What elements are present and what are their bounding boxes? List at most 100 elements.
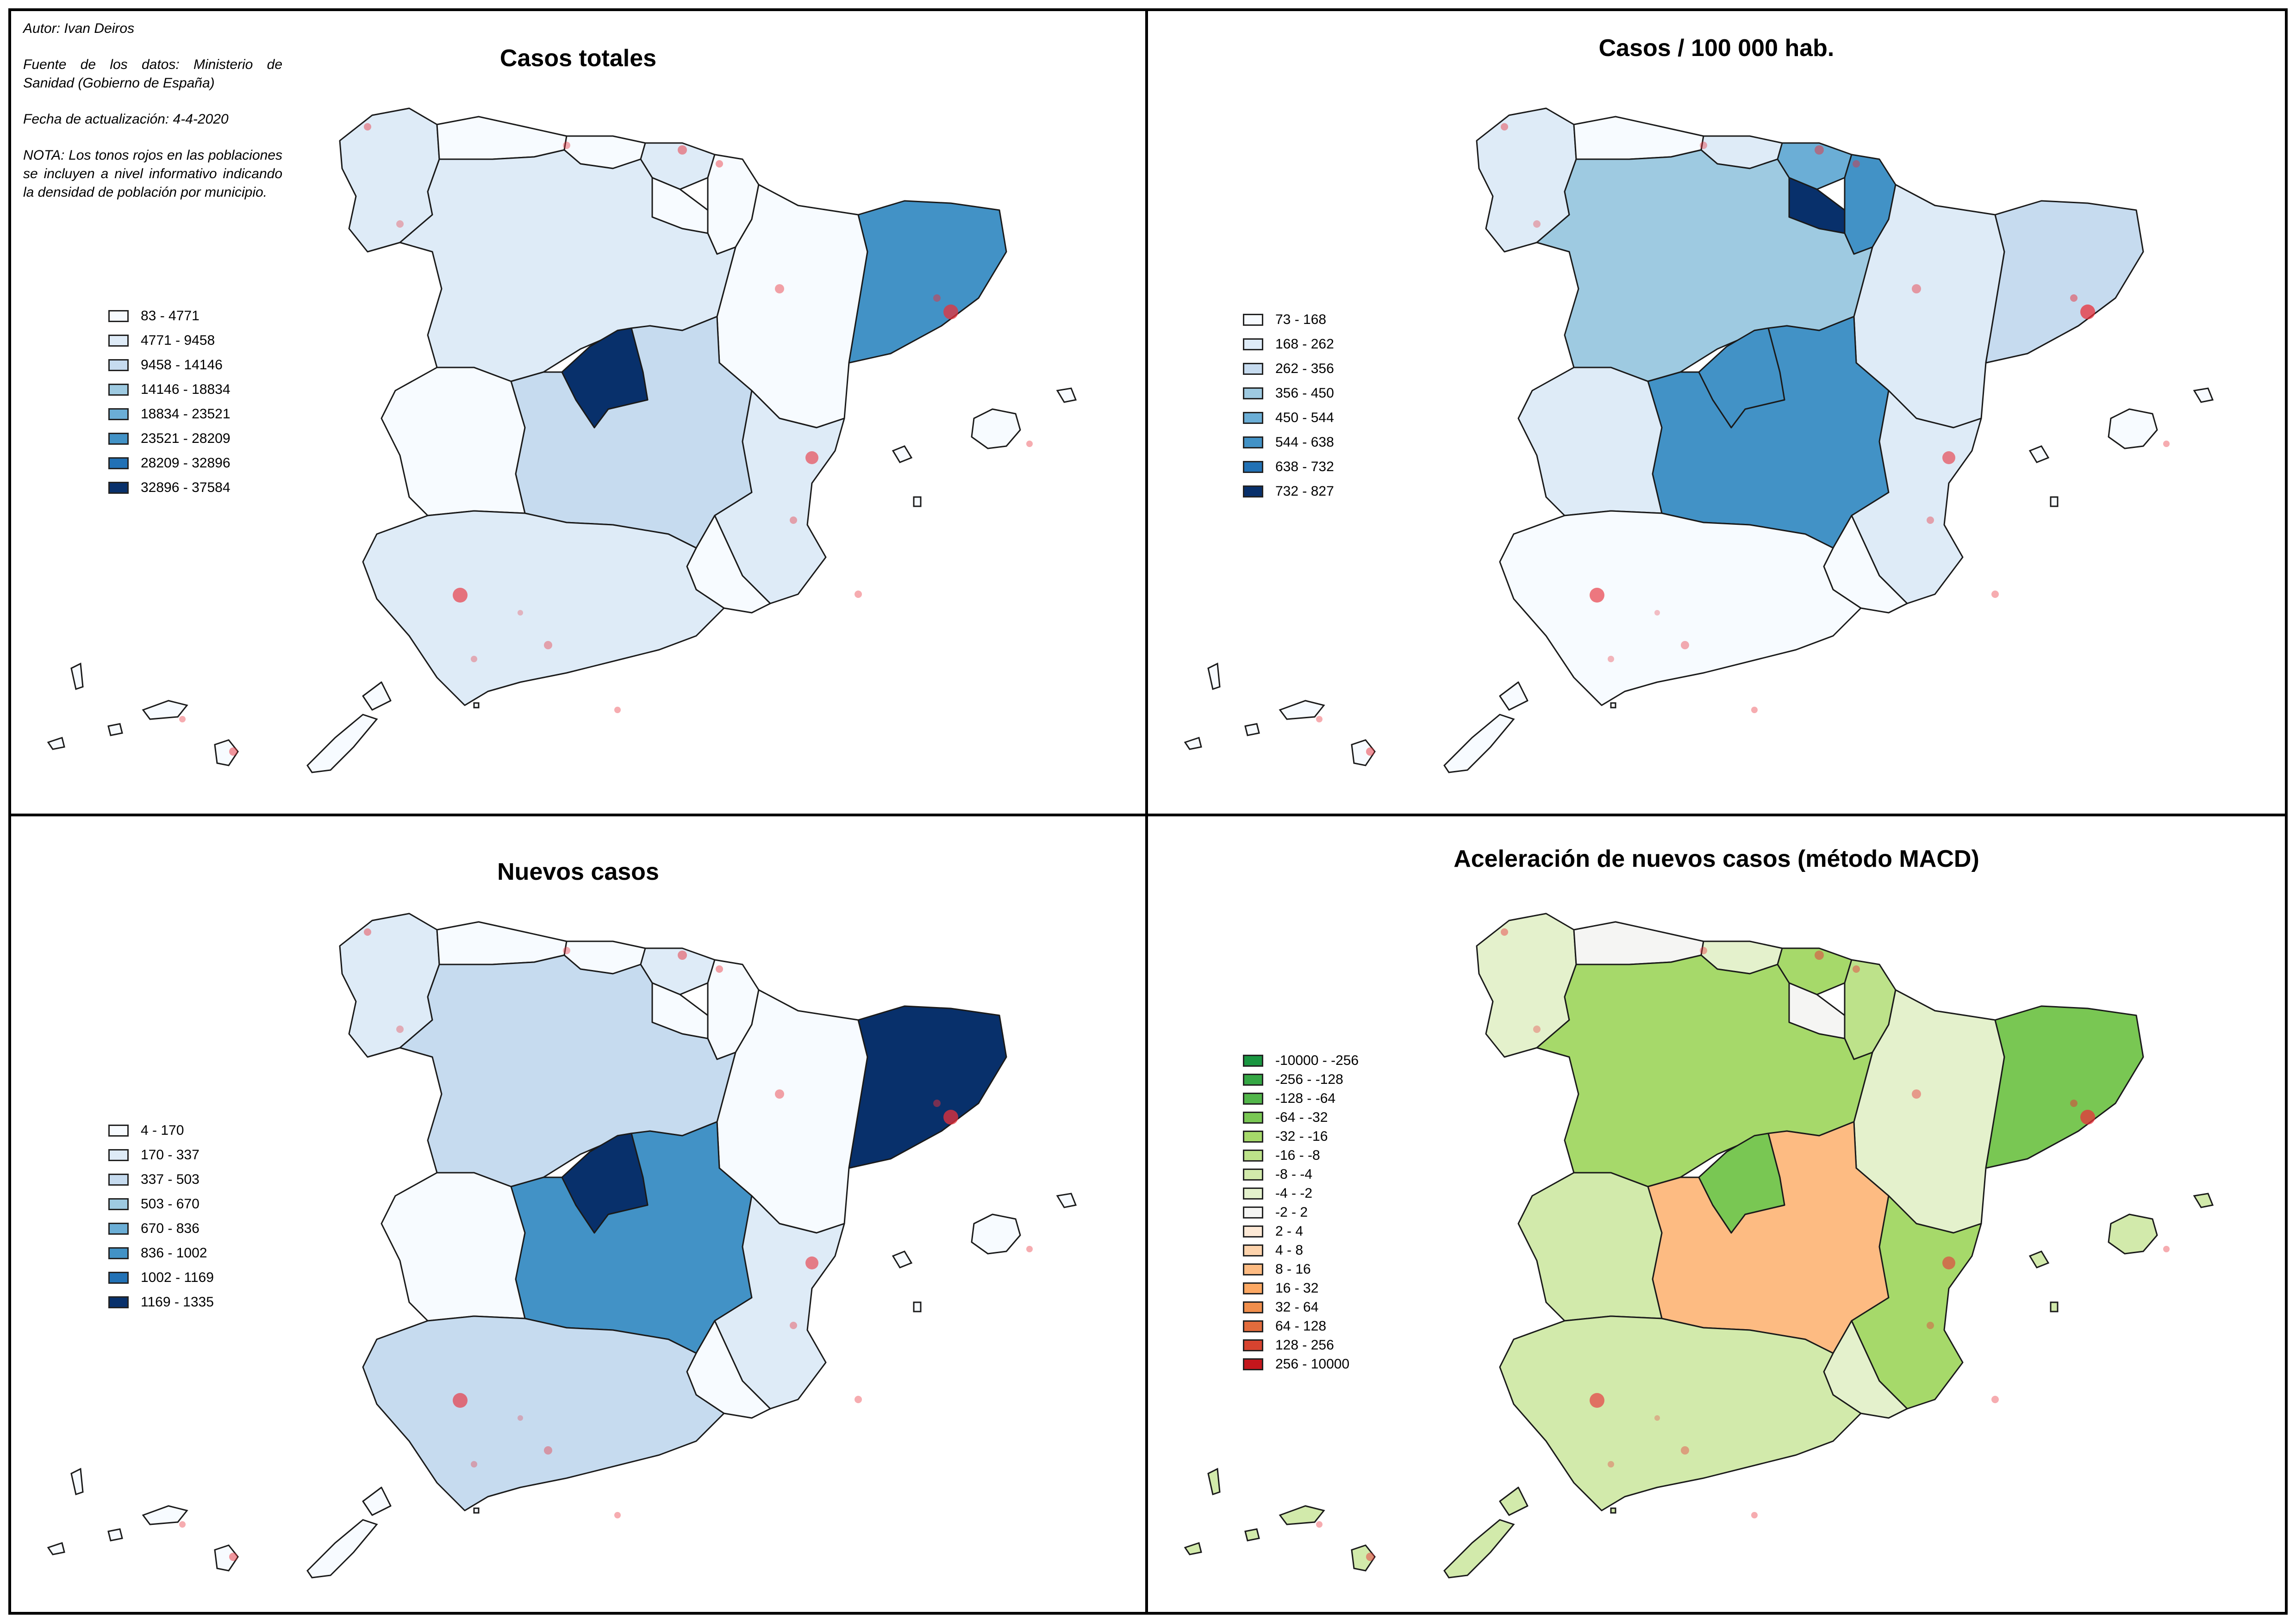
legend-label: 8 - 16 — [1275, 1262, 1311, 1277]
legend-label: 170 - 337 — [141, 1147, 200, 1163]
island-outline — [142, 700, 188, 720]
island-outline — [2028, 1250, 2050, 1269]
legend-label: 4771 - 9458 — [141, 333, 215, 348]
map-title: Casos totales — [499, 45, 657, 72]
island-outline — [1610, 1507, 1616, 1514]
region-asturias — [1573, 921, 1704, 965]
legend-swatch — [108, 1149, 129, 1161]
region-andalucia — [362, 1315, 725, 1511]
region-madrid — [561, 1132, 649, 1234]
island-outline — [1443, 1519, 1515, 1579]
region-extremadura — [381, 367, 526, 516]
region-madrid — [561, 327, 649, 429]
island-outline — [1184, 1542, 1202, 1555]
legend-label: 2 - 4 — [1275, 1224, 1304, 1239]
island-outline — [1610, 702, 1616, 709]
region-baleares — [2108, 1213, 2158, 1255]
legend-label: 14146 - 18834 — [141, 382, 231, 397]
island-outline — [1279, 700, 1325, 720]
panel-casos-por-100000: Casos / 100 000 hab. 73 - 168 168 - 262 26… — [1145, 8, 2288, 816]
legend-label: 32896 - 37584 — [141, 480, 231, 495]
legend-label: -128 - -64 — [1275, 1091, 1336, 1106]
legend-label: 1002 - 1169 — [141, 1270, 214, 1285]
island-outline — [2050, 1301, 2059, 1312]
region-asturias — [1573, 116, 1704, 160]
island-outline — [1244, 723, 1260, 736]
legend-label: -16 - -8 — [1275, 1148, 1320, 1163]
legend-swatch — [1243, 411, 1263, 424]
legend-swatch — [1243, 436, 1263, 448]
island-outline — [306, 714, 378, 773]
legend-label: 4 - 170 — [141, 1123, 184, 1138]
legend-swatch — [1243, 338, 1263, 350]
legend-label: 128 - 256 — [1275, 1337, 1334, 1353]
island-outline — [892, 1250, 913, 1269]
legend-swatch — [1243, 1358, 1263, 1370]
choropleth-map — [47, 913, 1077, 1579]
island-outline — [1056, 1193, 1077, 1208]
legend-label: 64 - 128 — [1275, 1318, 1327, 1334]
region-valencia — [1851, 390, 1982, 604]
legend-swatch — [108, 1222, 129, 1235]
region-andalucia — [1499, 1315, 1862, 1511]
legend-label: 356 - 450 — [1275, 386, 1334, 401]
legend-swatch — [1243, 1339, 1263, 1351]
legend-label: -256 - -128 — [1275, 1072, 1343, 1087]
legend-swatch — [1243, 1263, 1263, 1275]
island-outline — [2050, 496, 2059, 507]
panel-nuevos-casos: Nuevos casos 4 - 170 170 - 337 337 - 503 50… — [8, 814, 1148, 1615]
choropleth-map — [47, 107, 1077, 773]
legend-label: 16 - 32 — [1275, 1281, 1319, 1296]
legend-swatch — [108, 1296, 129, 1308]
region-cataluna — [848, 200, 1007, 364]
island-outline — [1207, 1468, 1221, 1495]
region-andalucia — [1499, 510, 1862, 706]
legend-swatch — [1243, 1073, 1263, 1086]
region-canarias — [362, 681, 392, 711]
island-outline — [2193, 1193, 2214, 1208]
map-title: Aceleración de nuevos casos (método MACD… — [1454, 846, 1979, 872]
island-outline — [913, 496, 922, 507]
island-outline — [892, 445, 913, 463]
legend-swatch — [1243, 1149, 1263, 1162]
island-outline — [473, 702, 480, 709]
panel-casos-totales: Autor: Ivan Deiros Fuente de los datos: … — [8, 8, 1148, 816]
island-outline — [70, 1468, 84, 1495]
island-outline — [1351, 739, 1376, 766]
density-note: NOTA: Los tonos rojos en las poblaciones… — [23, 148, 282, 200]
legend-swatch — [1243, 1282, 1263, 1294]
region-baleares — [2108, 408, 2158, 449]
island-outline — [214, 1544, 239, 1572]
legend-label: 638 - 732 — [1275, 459, 1334, 474]
island-outline — [1184, 737, 1202, 750]
legend-label: -32 - -16 — [1275, 1129, 1328, 1144]
legend-swatch — [1243, 1187, 1263, 1200]
island-outline — [1056, 387, 1077, 403]
update-date-note: Fecha de actualización: 4-4-2020 — [23, 112, 229, 127]
legend-label: -8 - -4 — [1275, 1167, 1313, 1182]
region-madrid — [1698, 1132, 1785, 1234]
legend-swatch — [1243, 1206, 1263, 1219]
choropleth-map — [1184, 107, 2214, 773]
legend-swatch — [108, 1271, 129, 1284]
legend-swatch — [1243, 1244, 1263, 1256]
island-outline — [2028, 445, 2050, 463]
island-outline — [107, 723, 123, 736]
legend-label: 836 - 1002 — [141, 1245, 207, 1261]
legend-swatch — [1243, 1225, 1263, 1237]
legend-label: 83 - 4771 — [141, 308, 200, 323]
island-outline — [306, 1519, 378, 1579]
legend-label: 28209 - 32896 — [141, 455, 231, 471]
legend-label: 23521 - 28209 — [141, 431, 231, 446]
legend-label: 1169 - 1335 — [141, 1294, 214, 1310]
island-outline — [1279, 1505, 1325, 1525]
legend-label: 4 - 8 — [1275, 1243, 1304, 1258]
legend-swatch — [108, 481, 129, 494]
legend-swatch — [108, 1173, 129, 1186]
map-title: Casos / 100 000 hab. — [1598, 35, 1834, 62]
island-outline — [1443, 714, 1515, 773]
island-outline — [214, 739, 239, 766]
legend-swatch — [108, 334, 129, 347]
legend-label: 732 - 827 — [1275, 484, 1334, 499]
region-canarias — [1499, 1486, 1529, 1516]
